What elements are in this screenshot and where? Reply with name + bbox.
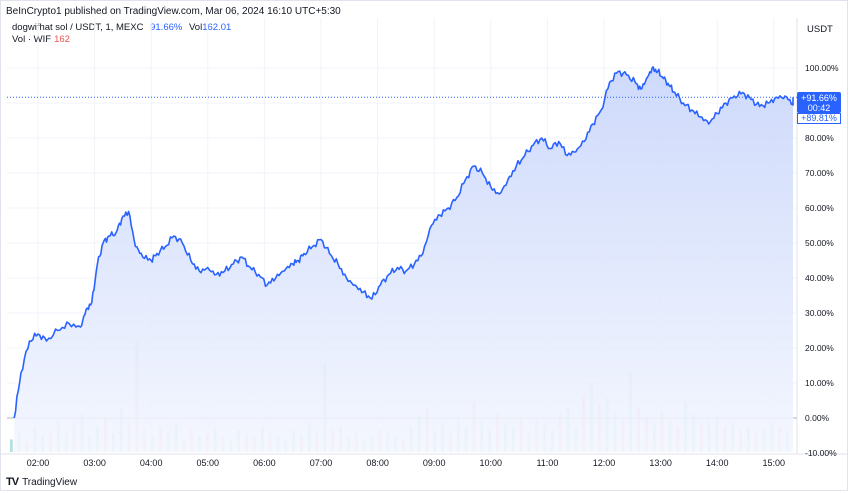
x-tick-label: 03:00 xyxy=(83,458,106,468)
x-axis: 02:00 03:00 04:00 05:00 06:00 07:00 08:00 09:00… xyxy=(27,458,785,468)
y-tick-label: 100.00% xyxy=(805,63,839,73)
x-tick-label: 12:00 xyxy=(593,458,616,468)
brand-name: TradingView xyxy=(22,476,78,488)
currency-label[interactable]: USDT xyxy=(807,24,833,35)
volume-legend[interactable]: Vol · WIF 162 xyxy=(12,34,70,45)
x-tick-label: 10:00 xyxy=(480,458,503,468)
y-tick-label: 60.00% xyxy=(805,203,834,213)
x-tick-label: 08:00 xyxy=(366,458,389,468)
y-tick-label: 30.00% xyxy=(805,308,834,318)
x-tick-label: 13:00 xyxy=(649,458,672,468)
symbol-name: dogwifhat sol / USDT, 1, MEXC xyxy=(12,22,144,33)
y-tick-label: 80.00% xyxy=(805,133,834,143)
y-tick-label: 20.00% xyxy=(805,343,834,353)
y-tick-label: 50.00% xyxy=(805,238,834,248)
x-tick-label: 09:00 xyxy=(423,458,446,468)
x-tick-label: 15:00 xyxy=(763,458,786,468)
y-tick-label: 0.00% xyxy=(805,413,830,423)
tradingview-logo-icon: TV xyxy=(6,476,19,488)
symbol-change: 91.66% xyxy=(150,22,183,33)
tradingview-brand[interactable]: TV TradingView xyxy=(6,476,77,488)
current-change-label: +91.66% xyxy=(801,93,837,103)
symbol-legend[interactable]: dogwifhat sol / USDT, 1, MEXC 91.66% Vol… xyxy=(12,22,231,33)
prev-close-tag: +89.81% xyxy=(797,113,841,124)
symbol-vol-value: 162.01 xyxy=(202,22,232,33)
volume-legend-label: Vol · WIF xyxy=(12,34,52,45)
y-tick-label: -10.00% xyxy=(805,448,837,458)
x-tick-label: 14:00 xyxy=(706,458,729,468)
y-tick-label: 10.00% xyxy=(805,378,834,388)
x-tick-label: 06:00 xyxy=(253,458,276,468)
price-area-fill xyxy=(14,66,793,453)
current-price-tag: +91.66% 00:42 xyxy=(797,92,841,113)
x-tick-label: 04:00 xyxy=(140,458,163,468)
x-tick-label: 05:00 xyxy=(197,458,220,468)
y-tick-label: 40.00% xyxy=(805,273,834,283)
price-area xyxy=(7,66,797,453)
x-tick-label: 11:00 xyxy=(536,458,558,468)
bar-countdown: 00:42 xyxy=(807,103,831,113)
publish-caption: BeInCrypto1 published on TradingView.com… xyxy=(6,6,341,17)
x-tick-label: 07:00 xyxy=(310,458,333,468)
volume-bar xyxy=(10,439,13,452)
volume-legend-value: 162 xyxy=(54,34,70,45)
y-tick-label: 70.00% xyxy=(805,168,834,178)
x-tick-label: 02:00 xyxy=(27,458,50,468)
price-line xyxy=(13,66,794,419)
symbol-vol-label: Vol xyxy=(188,22,203,33)
